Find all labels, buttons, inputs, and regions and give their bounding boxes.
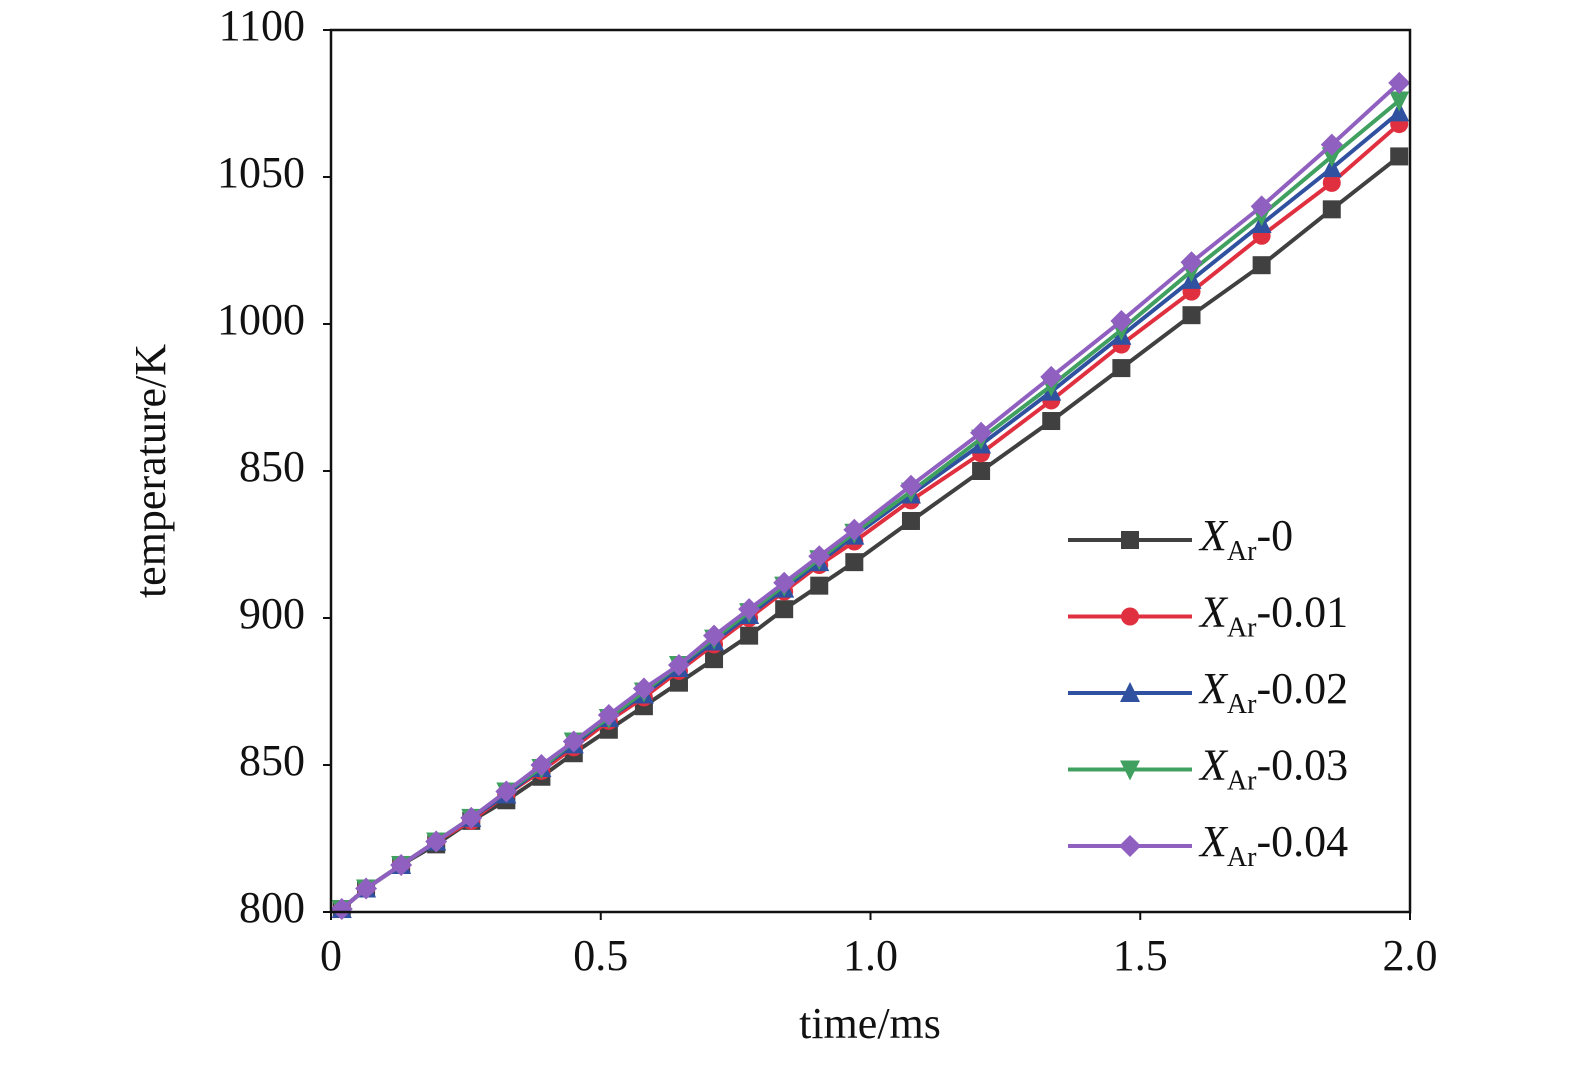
marker bbox=[1120, 760, 1140, 781]
marker bbox=[1389, 91, 1410, 112]
legend-label: XAr-0.02 bbox=[1198, 664, 1348, 720]
marker bbox=[330, 898, 353, 921]
marker bbox=[738, 598, 761, 621]
marker bbox=[1110, 310, 1133, 333]
marker bbox=[390, 853, 413, 876]
legend-subscript: Ar bbox=[1227, 613, 1257, 644]
marker bbox=[1042, 412, 1061, 431]
marker bbox=[705, 650, 724, 669]
marker bbox=[1121, 531, 1139, 549]
legend-subscript: Ar bbox=[1227, 536, 1257, 567]
marker bbox=[843, 518, 866, 541]
x-tick-label: 0.5 bbox=[573, 931, 628, 980]
y-tick-label: 800 bbox=[239, 883, 305, 932]
marker bbox=[530, 754, 553, 776]
y-axis-label: temperature/K bbox=[126, 344, 175, 598]
legend-symbol: X bbox=[1198, 817, 1229, 866]
marker bbox=[460, 806, 483, 829]
marker bbox=[1119, 835, 1141, 857]
legend-label: XAr-0.01 bbox=[1198, 588, 1348, 644]
marker bbox=[1390, 147, 1409, 166]
marker bbox=[1120, 682, 1140, 702]
marker bbox=[425, 830, 448, 853]
marker bbox=[1040, 365, 1063, 388]
marker bbox=[1180, 251, 1203, 274]
marker bbox=[1112, 359, 1131, 378]
legend-name: -0.02 bbox=[1256, 664, 1348, 713]
marker bbox=[808, 545, 831, 568]
x-tick-label: 1.5 bbox=[1113, 931, 1168, 980]
y-tick-label: 1000 bbox=[217, 295, 305, 344]
legend-subscript: Ar bbox=[1227, 689, 1257, 720]
marker bbox=[845, 553, 864, 572]
legend-subscript: Ar bbox=[1227, 766, 1257, 797]
legend-name: -0.03 bbox=[1256, 741, 1348, 790]
legend-symbol: X bbox=[1198, 511, 1229, 560]
x-axis-label: time/ms bbox=[799, 999, 941, 1048]
marker bbox=[1252, 256, 1271, 275]
legend-name: -0.04 bbox=[1256, 817, 1348, 866]
y-tick-label: 900 bbox=[239, 589, 305, 638]
legend-symbol: X bbox=[1198, 741, 1229, 790]
marker bbox=[1320, 133, 1343, 156]
legend-symbol: X bbox=[1198, 664, 1229, 713]
legend-symbol: X bbox=[1198, 588, 1229, 637]
x-tick-label: 2.0 bbox=[1383, 931, 1438, 980]
marker bbox=[667, 654, 690, 677]
legend-name: -0 bbox=[1256, 511, 1293, 560]
marker bbox=[970, 421, 993, 444]
marker bbox=[740, 626, 759, 645]
legend-label: XAr-0 bbox=[1198, 511, 1293, 567]
marker bbox=[355, 877, 378, 900]
marker bbox=[495, 780, 518, 803]
marker bbox=[901, 511, 920, 530]
marker bbox=[703, 624, 726, 647]
x-tick-label: 0 bbox=[320, 931, 342, 980]
marker bbox=[1388, 71, 1411, 94]
plot-frame bbox=[329, 28, 1412, 914]
marker bbox=[1322, 200, 1341, 219]
marker bbox=[810, 576, 829, 595]
marker bbox=[1121, 607, 1139, 626]
marker bbox=[1322, 173, 1341, 192]
legend-name: -0.01 bbox=[1256, 588, 1348, 637]
marker bbox=[775, 600, 794, 619]
y-tick-label: 850 bbox=[239, 736, 305, 785]
y-tick-label: 1100 bbox=[219, 1, 305, 50]
legend-label: XAr-0.04 bbox=[1198, 817, 1348, 873]
marker bbox=[1250, 195, 1273, 218]
y-tick-label: 1050 bbox=[217, 148, 305, 197]
marker bbox=[632, 677, 655, 700]
legend-subscript: Ar bbox=[1227, 842, 1257, 873]
y-tick-label: 850 bbox=[239, 442, 305, 491]
marker bbox=[562, 730, 585, 753]
marker bbox=[972, 462, 991, 480]
x-tick-label: 1.0 bbox=[843, 931, 898, 980]
marker bbox=[773, 571, 796, 594]
marker bbox=[1321, 147, 1342, 168]
marker bbox=[1182, 306, 1201, 325]
marker bbox=[899, 474, 922, 497]
legend-label: XAr-0.03 bbox=[1198, 741, 1348, 797]
marker bbox=[597, 704, 620, 727]
